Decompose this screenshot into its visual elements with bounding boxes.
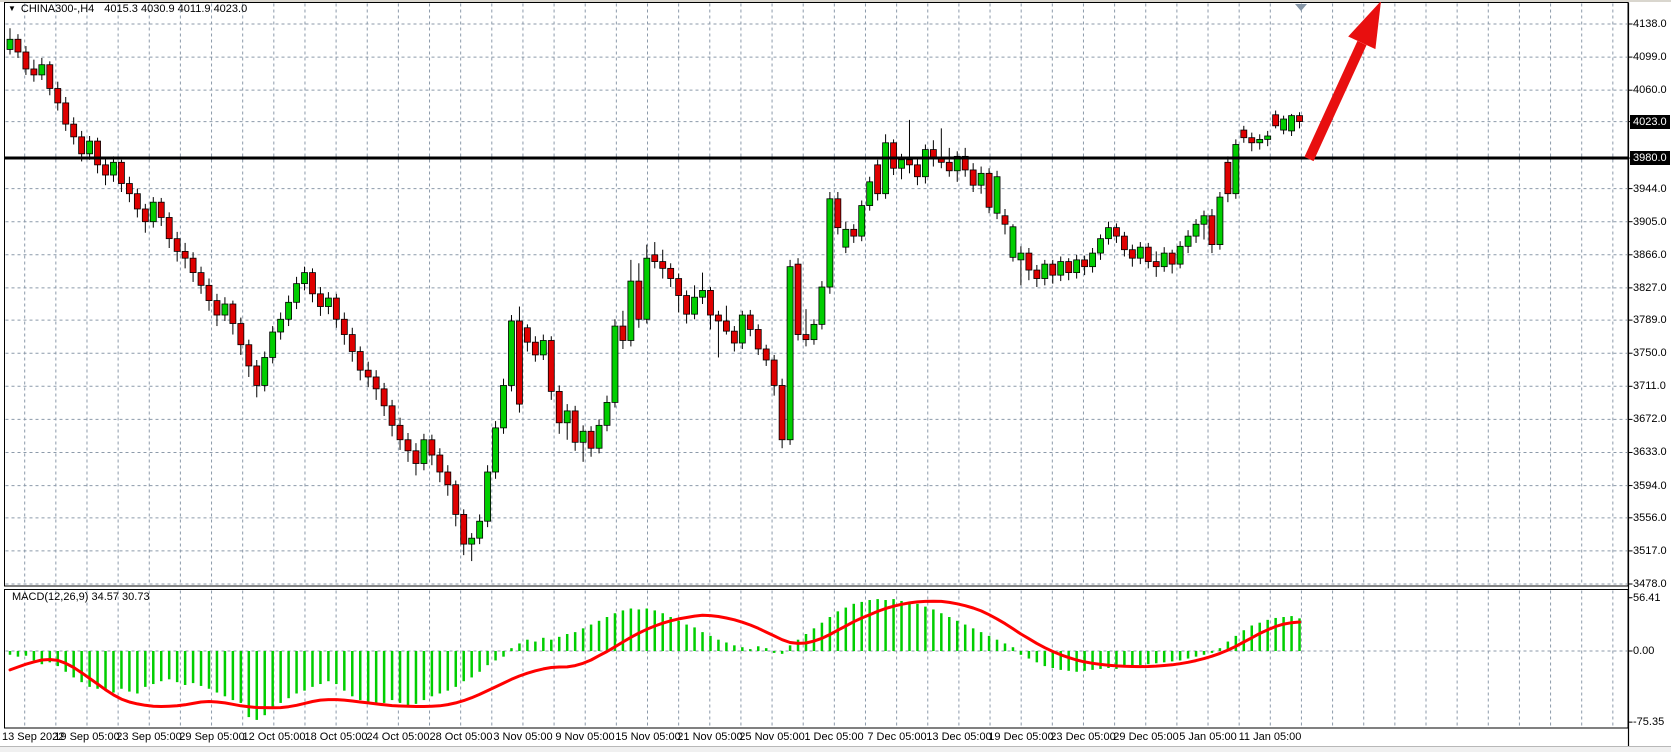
symbol-dropdown-icon[interactable]: ▼ — [8, 4, 16, 13]
chart-shift-marker[interactable] — [1295, 4, 1307, 11]
main-pane[interactable] — [4, 2, 1629, 587]
axis-ticks — [1628, 23, 1633, 723]
macd-indicator-label: MACD(12,26,9) 34.57 30.73 — [12, 591, 150, 603]
ohlc-values-label: 4015.3 4030.9 4011.9 4023.0 — [104, 3, 248, 15]
symbol-period-label: CHINA300-,H4 — [20, 3, 95, 15]
chart-title: ▼ CHINA300-,H4 4015.3 4030.9 4011.9 4023.0 — [8, 3, 247, 15]
macd-signal-line — [8, 599, 1301, 710]
trend-arrow-annotation[interactable] — [1304, 1, 1381, 162]
window-bottom-edge — [0, 746, 1671, 752]
window-top-edge — [0, 0, 1671, 2]
grid-layer — [5, 3, 1627, 727]
candles-layer — [6, 28, 1303, 562]
macd-histogram — [8, 599, 1301, 720]
macd-pane[interactable] — [4, 589, 1629, 729]
